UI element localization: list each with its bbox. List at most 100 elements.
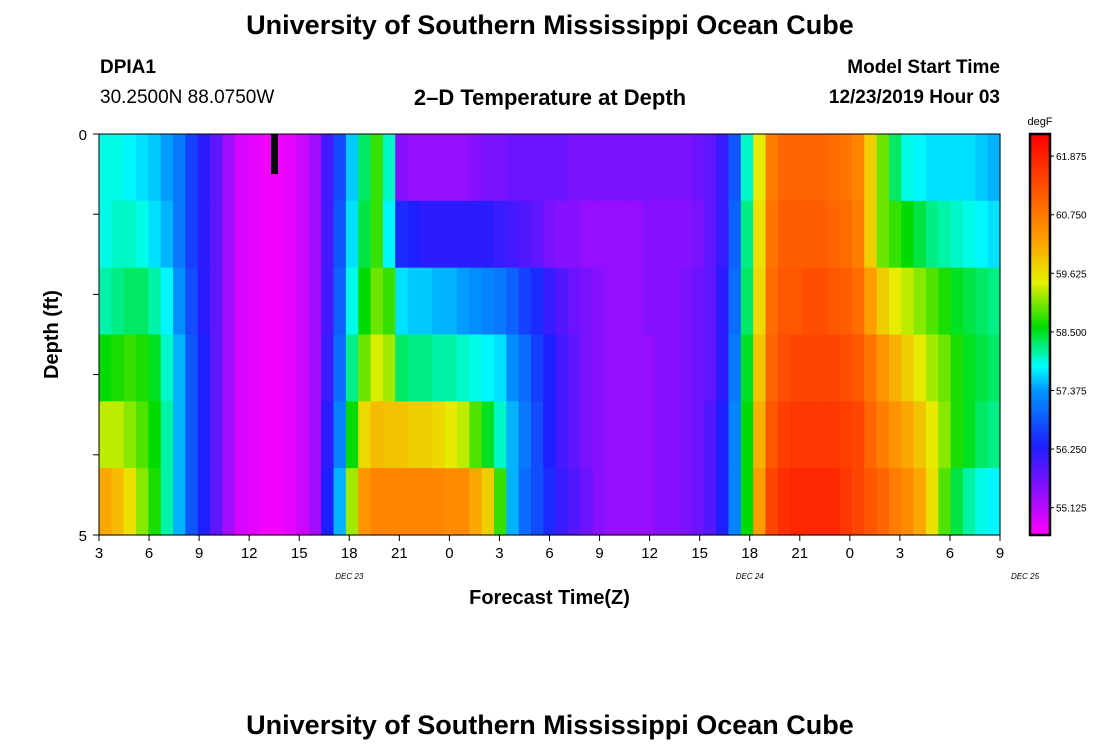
colorbar-unit: degF <box>1027 116 1052 128</box>
heatmap-cell <box>580 468 594 536</box>
heatmap-cell <box>666 200 680 269</box>
heatmap-cell <box>234 200 248 269</box>
heatmap-cell <box>777 401 791 469</box>
heatmap-cell <box>938 401 952 469</box>
heatmap-cell <box>629 468 643 536</box>
heatmap-cell <box>888 468 902 536</box>
date-label: DEC 25 <box>1011 572 1040 581</box>
heatmap-cell <box>234 401 248 469</box>
heatmap-cell <box>493 134 507 202</box>
heatmap-cell <box>358 401 372 469</box>
heatmap-cell <box>691 267 705 336</box>
heatmap-cell <box>975 334 989 402</box>
heatmap-cell <box>568 267 581 336</box>
heatmap-cell <box>716 468 730 536</box>
heatmap-cell <box>716 200 730 269</box>
heatmap-cell <box>901 134 915 202</box>
heatmap-cell <box>530 267 544 336</box>
x-tick-label: 6 <box>145 545 153 562</box>
x-tick-label: 9 <box>595 545 603 562</box>
heatmap-cell <box>925 334 939 402</box>
heatmap-cell <box>925 200 939 269</box>
heatmap-cell <box>568 401 581 469</box>
heatmap-cell <box>888 401 902 469</box>
heatmap-cell <box>555 401 569 469</box>
heatmap-cell <box>827 334 841 402</box>
heatmap-cell <box>740 401 754 469</box>
heatmap-cell <box>173 468 186 536</box>
heatmap-cell <box>308 401 322 469</box>
heatmap-cell <box>654 267 668 336</box>
heatmap-cell <box>777 468 791 536</box>
heatmap-cell <box>592 267 606 336</box>
heatmap-cell <box>802 401 816 469</box>
heatmap-cell <box>802 200 816 269</box>
heatmap-cell <box>444 267 458 336</box>
heatmap-cell <box>851 334 865 402</box>
heatmap-cell <box>876 134 890 202</box>
heatmap-cell <box>913 334 927 402</box>
heatmap-cell <box>962 267 976 336</box>
heatmap-cell <box>234 334 248 402</box>
heatmap-cell <box>728 134 742 202</box>
heatmap-cell <box>814 468 828 536</box>
x-tick-label: 6 <box>946 545 954 562</box>
heatmap-cell <box>271 334 285 402</box>
heatmap-cell <box>925 401 939 469</box>
heatmap-cell <box>555 267 569 336</box>
heatmap-cell <box>913 134 927 202</box>
heatmap-cell <box>679 334 693 402</box>
heatmap-cell <box>666 468 680 536</box>
heatmap-cell <box>123 200 137 269</box>
heatmap-cell <box>456 401 470 469</box>
x-tick-label: 0 <box>846 545 854 562</box>
heatmap-cell <box>210 468 224 536</box>
heatmap-cell <box>703 401 717 469</box>
heatmap-cell <box>901 401 915 469</box>
heatmap-cell <box>444 334 458 402</box>
heatmap-cell <box>851 200 865 269</box>
heatmap-cell <box>456 267 470 336</box>
heatmap-cell <box>271 401 285 469</box>
heatmap-cell <box>185 334 199 402</box>
heatmap-cell <box>321 267 335 336</box>
heatmap-cell <box>580 200 594 269</box>
heatmap-cell <box>790 401 804 469</box>
heatmap-cell <box>148 267 162 336</box>
heatmap-cell <box>210 334 224 402</box>
heatmap-cell <box>136 200 149 269</box>
heatmap-cell <box>605 334 618 402</box>
heatmap-cell <box>469 200 483 269</box>
heatmap-cell <box>740 334 754 402</box>
x-tick-label: 21 <box>791 545 808 562</box>
heatmap-cell <box>321 468 335 536</box>
heatmap-cell <box>568 200 581 269</box>
heatmap-cell <box>543 334 557 402</box>
heatmap-cell <box>444 468 458 536</box>
heatmap-cell <box>691 468 705 536</box>
heatmap-cell <box>160 334 174 402</box>
heatmap-cell <box>419 200 433 269</box>
heatmap-cell <box>703 134 717 202</box>
heatmap-cell <box>469 468 483 536</box>
heatmap-cell <box>296 334 310 402</box>
heatmap-cell <box>543 134 557 202</box>
heatmap-cell <box>814 267 828 336</box>
heatmap-cell <box>617 334 631 402</box>
heatmap-cell <box>370 468 384 536</box>
heatmap-cell <box>851 401 865 469</box>
heatmap-cell <box>802 334 816 402</box>
heatmap-cell <box>160 200 174 269</box>
chart-title-bottom: University of Southern Mississippi Ocean… <box>246 710 854 740</box>
heatmap-cell <box>444 200 458 269</box>
heatmap-cell <box>876 200 890 269</box>
heatmap-cell <box>839 200 853 269</box>
heatmap-cell <box>777 334 791 402</box>
heatmap-cell <box>839 267 853 336</box>
heatmap-cell <box>654 468 668 536</box>
x-tick-label: 12 <box>641 545 658 562</box>
x-tick-label: 3 <box>896 545 904 562</box>
heatmap-cell <box>481 401 495 469</box>
station-id: DPIA1 <box>100 57 156 78</box>
